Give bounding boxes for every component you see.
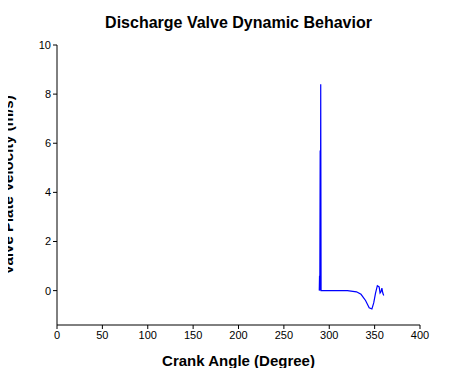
- svg-text:4: 4: [45, 186, 51, 198]
- svg-text:8: 8: [45, 88, 51, 100]
- svg-text:0: 0: [54, 329, 60, 341]
- svg-text:200: 200: [229, 329, 247, 341]
- svg-text:Valve Plate Velocity (m/s): Valve Plate Velocity (m/s): [8, 95, 16, 274]
- svg-text:350: 350: [365, 329, 383, 341]
- svg-text:10: 10: [39, 39, 51, 51]
- svg-text:2: 2: [45, 235, 51, 247]
- html-text:Discharge Valve Dynamic Behavi: Discharge Valve Dynamic Behavior: [105, 14, 372, 31]
- svg-text:250: 250: [275, 329, 293, 341]
- svg-text:100: 100: [139, 329, 157, 341]
- svg-text:150: 150: [184, 329, 202, 341]
- svg-text:400: 400: [411, 329, 429, 341]
- svg-text:6: 6: [45, 137, 51, 149]
- svg-text:50: 50: [96, 329, 108, 341]
- svg-text:0: 0: [45, 285, 51, 297]
- svg-text:300: 300: [320, 329, 338, 341]
- svg-text:Crank Angle (Degree): Crank Angle (Degree): [162, 352, 315, 368]
